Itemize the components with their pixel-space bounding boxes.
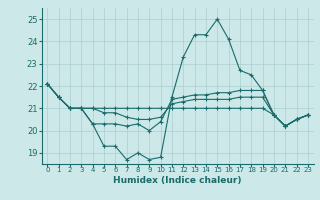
X-axis label: Humidex (Indice chaleur): Humidex (Indice chaleur) <box>113 176 242 185</box>
